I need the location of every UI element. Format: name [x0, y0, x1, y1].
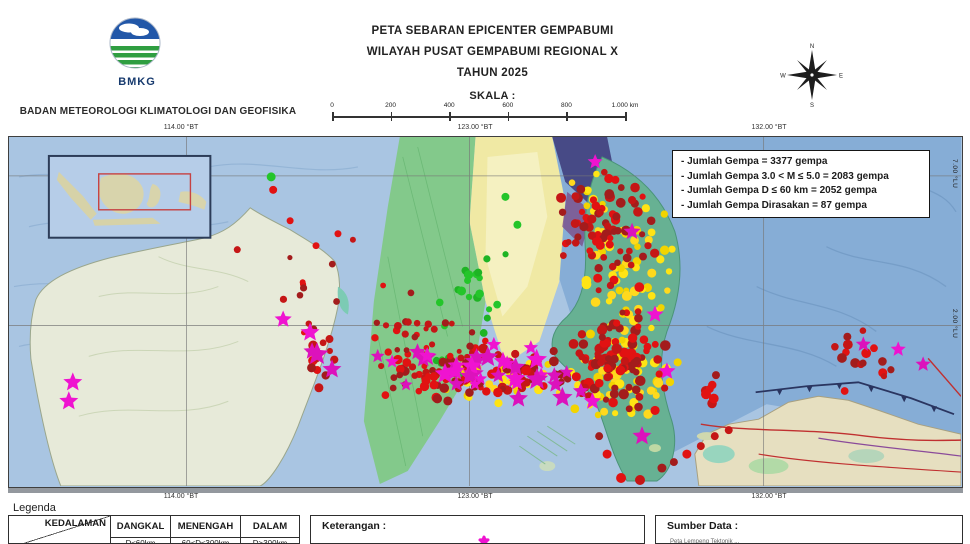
epicenter-layer [59, 153, 931, 486]
svg-text:S: S [810, 103, 814, 108]
scale-tick-200: 200 [385, 102, 397, 109]
scale-tick-0: 0 [330, 102, 334, 109]
summary-line-depth: - Jumlah Gempa D ≤ 60 km = 2052 gempa [681, 185, 877, 196]
east-kalimantan-shoal [337, 286, 349, 315]
depth-table-header: KEDALAMAN [44, 518, 106, 529]
shoal-hatch-sw-sulawesi [519, 425, 576, 465]
map-title-line2: WILAYAH PUSAT GEMPABUMI REGIONAL X [366, 46, 619, 58]
scale-bar-line [332, 116, 625, 118]
svg-text:W: W [780, 74, 786, 80]
sumber-data-note: Peta Lempeng Tektonik ... [670, 539, 740, 544]
scale-tick-400: 400 [443, 102, 455, 109]
papua-lowland-patch3 [848, 449, 885, 464]
scale-label: SKALA : [469, 90, 516, 102]
papua-lowland-patch [702, 445, 735, 464]
scale-tick-800: 800 [560, 102, 572, 109]
kalimantan-terrain-texture [78, 256, 249, 417]
papua-lowland-patch2 [748, 458, 789, 475]
depth-range-dangkal: D≤60km [111, 538, 171, 543]
lon-label-bottom-123: 123.00 °BT [457, 493, 493, 500]
fault-lines [700, 357, 961, 473]
scale-bar: 0 200 400 600 800 1.000 km [330, 102, 638, 122]
map-bottom-shadow [8, 488, 963, 493]
bmkg-logo-icon [106, 16, 164, 72]
summary-line-felt: - Jumlah Gempa Dirasakan = 87 gempa [681, 199, 867, 211]
land-kalimantan [29, 207, 340, 486]
svg-text:N: N [810, 44, 814, 50]
inset-overview-map [47, 154, 212, 239]
keterangan-label: Keterangan : [322, 520, 387, 532]
felt-earthquake-star-icon [478, 535, 490, 543]
bmkg-logo-text: BMKG [118, 76, 156, 88]
legend-title: Legenda [13, 502, 56, 514]
bathymetry-green-hatch [377, 146, 463, 467]
depth-col-dangkal: DANGKAL [111, 516, 171, 538]
lat-label-2lu: 2.00 °LU [951, 309, 958, 339]
depth-range-dalam: D>300km [252, 539, 288, 544]
lon-label-top-114: 114.00 °BT [163, 124, 199, 131]
depth-col-menengah: MENENGAH [171, 516, 241, 538]
lon-label-top-123: 123.00 °BT [457, 124, 493, 131]
depth-col-dalam: DALAM [241, 516, 299, 538]
bathymetry-green-band [363, 137, 486, 485]
scale-tick-600: 600 [502, 102, 514, 109]
agency-name: BADAN METEOROLOGI KLIMATOLOGI DAN GEOFIS… [19, 106, 297, 117]
lon-label-bottom-114: 114.00 °BT [163, 493, 199, 500]
island-small [539, 461, 556, 472]
depth-range-menengah: 60<D≤300km [171, 538, 241, 543]
svg-text:E: E [839, 74, 843, 80]
bathymetry-pale-core [485, 151, 548, 317]
lon-label-bottom-132: 132.00 °BT [751, 493, 787, 500]
sumber-data-label: Sumber Data : [667, 520, 739, 532]
lat-label-7lu: 7.00 °LU [951, 159, 958, 189]
compass-rose-icon: N S E W [779, 42, 845, 108]
keterangan-box: Keterangan : [310, 515, 645, 544]
inset-region-highlight [98, 173, 192, 211]
sumber-data-box: Sumber Data : Peta Lempeng Tektonik ... [655, 515, 963, 544]
map-title-line3: TAHUN 2025 [456, 67, 529, 79]
island-banggai [648, 444, 661, 453]
depth-legend-table: KEDALAMAN DANGKAL MENENGAH DALAM D≤60km … [8, 515, 300, 544]
earthquake-summary-box: - Jumlah Gempa = 3377 gempa - Jumlah Gem… [672, 150, 930, 218]
map-title-line1: PETA SEBARAN EPICENTER GEMPABUMI [371, 25, 614, 37]
depth-table-corner: KEDALAMAN [9, 516, 111, 543]
lon-label-top-132: 132.00 °BT [751, 124, 787, 131]
summary-line-magnitude: - Jumlah Gempa 3.0 < M ≤ 5.0 = 2083 gemp… [681, 170, 889, 182]
scale-tick-1000: 1.000 km [611, 102, 639, 109]
summary-line-total: - Jumlah Gempa = 3377 gempa [681, 156, 828, 167]
